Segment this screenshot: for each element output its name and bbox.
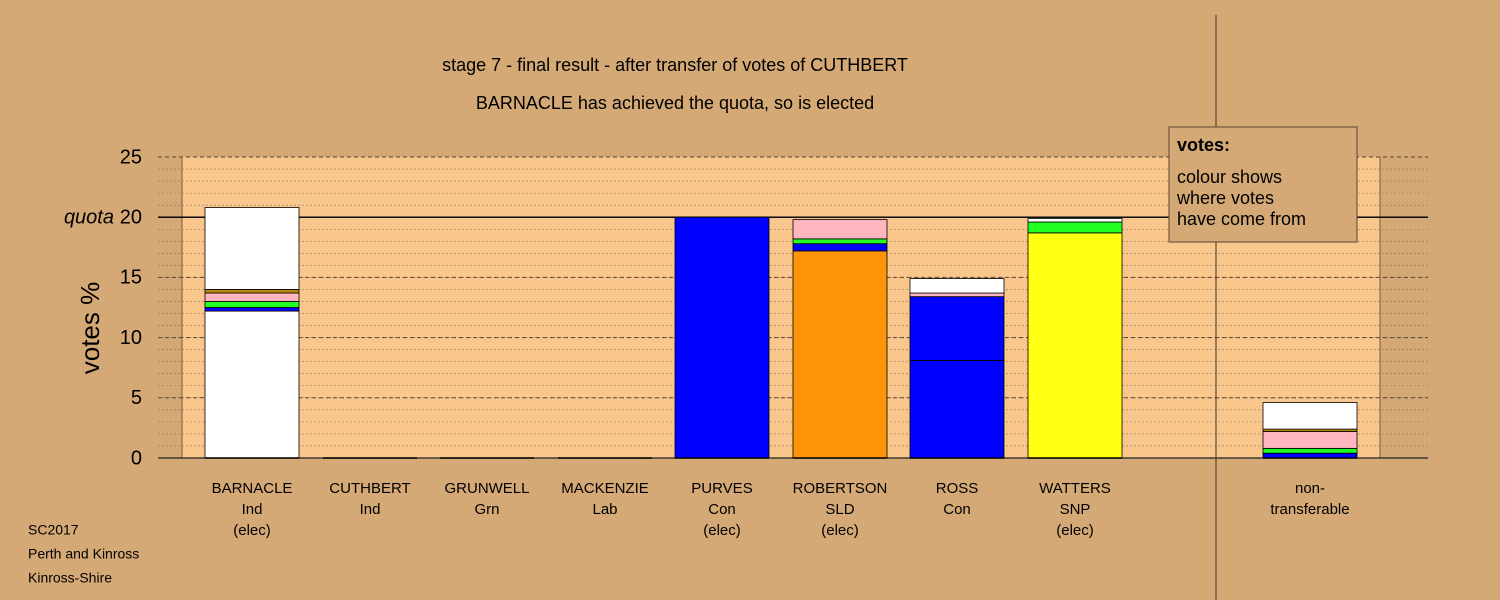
- quota-label: quota: [64, 206, 114, 228]
- bar-segment: [1262, 402, 1358, 430]
- bar-segment: [204, 307, 300, 312]
- x-tick-label: (elec): [703, 522, 741, 539]
- x-tick-label: transferable: [1270, 501, 1349, 518]
- x-tick-label: Ind: [242, 501, 263, 518]
- footer-text: Perth and Kinross: [28, 546, 139, 562]
- bar-segment: [204, 301, 300, 308]
- bar-segment: [204, 207, 300, 290]
- x-tick-label: BARNACLE: [212, 480, 293, 497]
- legend-text: colour shows: [1177, 167, 1282, 187]
- x-tick-label: WATTERS: [1039, 480, 1111, 497]
- footer-text: SC2017: [28, 522, 79, 538]
- legend-text: have come from: [1177, 209, 1306, 229]
- x-tick-label: Lab: [592, 501, 617, 518]
- x-tick-label: Grn: [474, 501, 499, 518]
- chart-subtitle: BARNACLE has achieved the quota, so is e…: [476, 93, 874, 113]
- bar-segment: [1027, 232, 1123, 459]
- bar-segment: [1262, 431, 1358, 449]
- y-tick-label: 20: [120, 206, 142, 228]
- y-tick-label: 5: [131, 387, 142, 409]
- bar-segment: [792, 250, 888, 459]
- legend-box: [1168, 126, 1358, 243]
- bar-segment: [792, 243, 888, 252]
- bar-segment: [204, 292, 300, 302]
- bar-segment: [909, 296, 1005, 361]
- x-tick-label: ROSS: [936, 480, 979, 497]
- y-axis-label: votes %: [75, 282, 105, 375]
- bar-segment: [204, 310, 300, 459]
- x-tick-label: GRUNWELL: [444, 480, 529, 497]
- x-tick-label: MACKENZIE: [561, 480, 649, 497]
- bar-segment: [792, 238, 888, 245]
- bar-segment: [909, 360, 1005, 459]
- x-tick-label: (elec): [821, 522, 859, 539]
- y-tick-label: 25: [120, 146, 142, 168]
- chart-title: stage 7 - final result - after transfer …: [442, 55, 908, 75]
- x-tick-label: SLD: [825, 501, 854, 518]
- legend: votes: colour shows where votes have com…: [1168, 126, 1358, 243]
- bar-segment: [1027, 218, 1123, 223]
- x-tick-label: Con: [708, 501, 736, 518]
- bar-segment: [1027, 221, 1123, 234]
- legend-title: votes:: [1177, 135, 1230, 155]
- bar-segment: [204, 289, 300, 294]
- x-tick-label: CUTHBERT: [329, 480, 410, 497]
- x-tick-label: PURVES: [691, 480, 752, 497]
- x-tick-label: ROBERTSON: [793, 480, 888, 497]
- x-tick-label: (elec): [233, 522, 271, 539]
- legend-text: where votes: [1176, 188, 1274, 208]
- x-tick-label: non-: [1295, 480, 1325, 497]
- x-tick-label: SNP: [1060, 501, 1091, 518]
- bar-segment: [909, 278, 1005, 294]
- bar-segment: [792, 219, 888, 240]
- y-tick-label: 10: [120, 327, 142, 349]
- footer-text: Kinross-Shire: [28, 570, 112, 586]
- x-tick-label: Ind: [360, 501, 381, 518]
- x-tick-label: Con: [943, 501, 971, 518]
- y-tick-label: 15: [120, 267, 142, 289]
- y-tick-label: 0: [131, 447, 142, 469]
- bar-segment: [1262, 447, 1358, 454]
- bar-segment: [674, 216, 770, 459]
- bar-segment: [909, 292, 1005, 298]
- x-tick-label: (elec): [1056, 522, 1094, 539]
